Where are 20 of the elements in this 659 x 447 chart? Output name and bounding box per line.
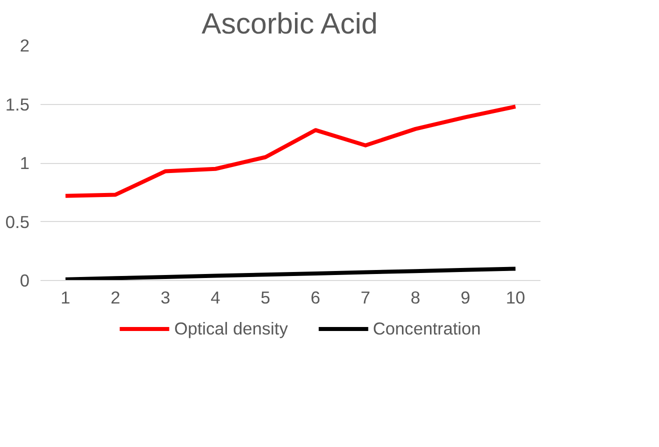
y-tick-label: 1 [20,153,30,173]
y-tick-label: 1.5 [5,94,30,114]
line-series [64,104,518,198]
x-tick-label: 3 [160,288,170,308]
x-tick-label: 8 [410,288,420,308]
x-tick-label: 10 [506,288,526,308]
x-tick-label: 1 [60,288,70,308]
x-tick-label: 7 [360,288,370,308]
y-tick-label: 0 [20,270,30,290]
legend-label: Optical density [174,318,288,339]
x-tick-label: 9 [460,288,470,308]
x-tick-label: 6 [310,288,320,308]
chart-title: Ascorbic Acid [202,8,378,40]
line-series [64,266,518,280]
y-tick-label: 0.5 [5,212,30,232]
y-tick-label: 2 [20,36,30,56]
x-tick-label: 2 [110,288,120,308]
legend-label: Concentration [372,318,481,339]
x-tick-label: 4 [210,288,221,308]
x-tick-label: 5 [260,288,270,308]
